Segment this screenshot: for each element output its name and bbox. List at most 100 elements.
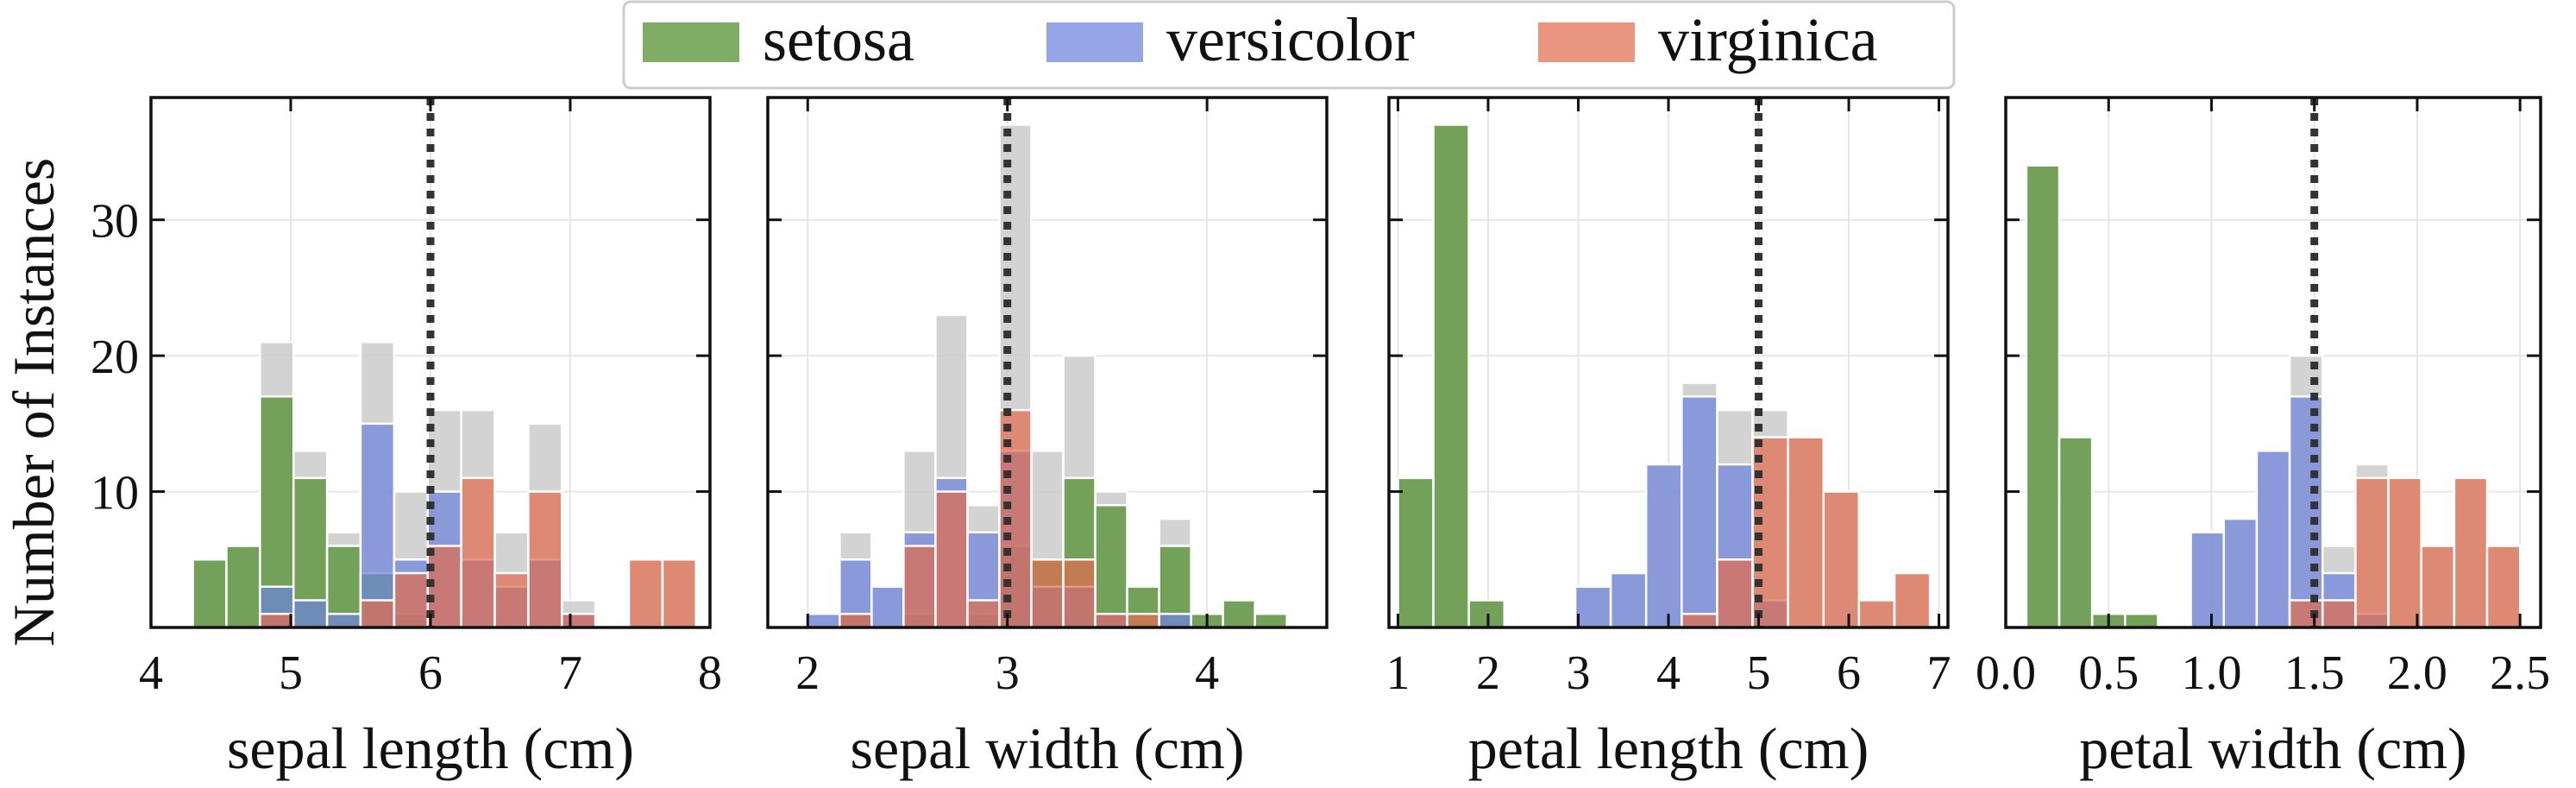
x-tick-label: 6	[418, 646, 443, 700]
bar-virginica	[1787, 436, 1825, 627]
x-tick-label: 4	[1656, 646, 1681, 700]
x-tick-label: 5	[1747, 646, 1771, 700]
bar-versicolor	[2288, 395, 2324, 627]
bar-versicolor	[1574, 585, 1612, 627]
bar-virginica	[1062, 558, 1096, 627]
bar-virginica	[2453, 476, 2489, 627]
bar-versicolor	[325, 613, 362, 627]
x-tick-label: 7	[558, 646, 582, 700]
bar-setosa	[1467, 599, 1506, 627]
bar-virginica	[460, 476, 496, 627]
x-axis-label: sepal length (cm)	[227, 716, 634, 781]
bar-versicolor	[2255, 450, 2291, 627]
bar-virginica	[1681, 613, 1718, 627]
bar-versicolor	[1681, 395, 1718, 627]
x-tick-label: 5	[279, 646, 303, 700]
y-tick-label: 20	[91, 331, 139, 384]
y-tick-label: 30	[91, 195, 139, 249]
legend-label-setosa: setosa	[763, 5, 914, 74]
bar-virginica	[1126, 613, 1160, 627]
bar-setosa	[1253, 613, 1288, 627]
x-tick-label: 3	[1566, 646, 1590, 700]
y-axis-label: Number of Instances	[1, 158, 66, 646]
bar-virginica	[1822, 490, 1861, 627]
bar-virginica	[2321, 599, 2357, 627]
bar-virginica	[359, 599, 396, 627]
bar-versicolor	[2190, 531, 2226, 627]
legend-swatch-versicolor	[1046, 22, 1143, 62]
bar-versicolor	[870, 585, 905, 627]
x-tick-label: 2	[1476, 646, 1500, 700]
bar-virginica	[839, 613, 873, 627]
bar-virginica	[527, 490, 563, 627]
bar-virginica	[2387, 476, 2422, 627]
bar-virginica	[259, 613, 295, 627]
legend: setosa versicolor virginica	[622, 0, 1956, 90]
bar-virginica	[966, 599, 1001, 627]
x-axis-label: sepal width (cm)	[851, 716, 1245, 781]
legend-swatch-virginica	[1538, 22, 1635, 62]
bar-setosa	[2025, 164, 2061, 627]
bar-virginica	[1857, 599, 1896, 627]
bar-virginica	[561, 613, 597, 627]
y-tick-label: 10	[91, 467, 139, 520]
legend-swatch-setosa	[643, 22, 739, 62]
x-tick-label: 0.5	[2078, 646, 2139, 700]
bar-versicolor	[1158, 613, 1192, 627]
x-tick-label: 2.0	[2387, 646, 2447, 700]
bar-setosa	[2058, 436, 2094, 627]
bar-virginica	[1716, 558, 1754, 627]
bar-setosa	[1222, 599, 1256, 627]
bar-virginica	[393, 571, 430, 627]
x-tick-label: 2.5	[2490, 646, 2550, 700]
x-tick-label: 4	[139, 646, 163, 700]
axes-frame	[2004, 96, 2542, 629]
bar-versicolor	[1644, 463, 1683, 627]
histogram-panel: 1 2 3 4 5 6 7 petal length (cm)	[1385, 96, 1951, 781]
bar-versicolor	[292, 599, 329, 627]
x-tick-label: 1	[1385, 646, 1410, 700]
histogram-panel: 2 3 4 sepal width (cm)	[766, 96, 1329, 781]
bar-virginica	[2354, 476, 2390, 627]
bar-virginica	[627, 558, 664, 627]
x-tick-label: 7	[1927, 646, 1951, 700]
bar-virginica	[2485, 545, 2522, 627]
bar-virginica	[934, 490, 969, 627]
bar-virginica	[2420, 545, 2456, 627]
bar-virginica	[661, 558, 698, 627]
x-axis-label: petal width (cm)	[2079, 716, 2466, 781]
bar-versicolor	[1609, 571, 1648, 627]
bar-versicolor	[359, 422, 396, 627]
x-axis-label: petal length (cm)	[1468, 716, 1869, 781]
histogram-panel: 0.0 0.5 1.0 1.5 2.0 2.5 petal width (cm)	[1976, 96, 2550, 781]
x-tick-label: 4	[1195, 646, 1219, 700]
legend-label-virginica: virginica	[1658, 5, 1878, 74]
bar-virginica	[1094, 613, 1128, 627]
histogram-panel: 4 5 6 7 8 10 20 30 sepal length (cm)	[91, 96, 722, 781]
bar-setosa	[192, 558, 228, 627]
x-tick-label: 6	[1837, 646, 1861, 700]
x-tick-label: 3	[996, 646, 1020, 700]
bar-setosa	[1397, 476, 1435, 627]
x-tick-label: 0.0	[1976, 646, 2036, 700]
bar-setosa	[2124, 613, 2159, 627]
chart-panels: 4 5 6 7 8 10 20 30 sepal length (cm) 2 3 4 sepal wid…	[91, 96, 2550, 781]
x-tick-label: 1.0	[2181, 646, 2241, 700]
bar-setosa	[225, 545, 261, 627]
bar-versicolor	[807, 613, 841, 627]
legend-label-versicolor: versicolor	[1166, 5, 1415, 74]
bar-virginica	[1030, 558, 1065, 627]
plot-area	[151, 98, 710, 627]
plot-area	[1389, 98, 1948, 627]
x-tick-label: 8	[698, 646, 722, 700]
bar-versicolor	[2222, 517, 2259, 627]
axes-frame	[766, 96, 1329, 629]
x-tick-label: 2	[795, 646, 820, 700]
bar-setosa	[1432, 123, 1470, 627]
bar-virginica	[1893, 571, 1932, 627]
plot-area	[768, 98, 1327, 627]
plot-area	[2006, 98, 2541, 627]
x-tick-label: 1.5	[2284, 646, 2345, 700]
bar-virginica	[493, 571, 530, 627]
